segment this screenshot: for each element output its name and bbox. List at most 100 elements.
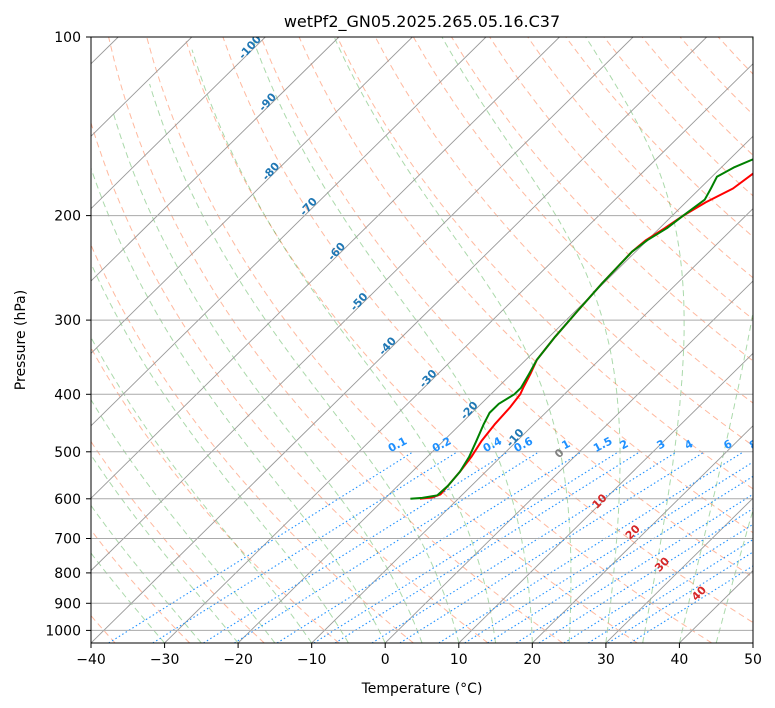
moist-adiabat-line [91, 454, 239, 643]
moist-adiabat-line [91, 262, 349, 643]
x-tick-label: −40 [76, 652, 106, 668]
isotherm-line [311, 207, 753, 643]
profile-lines [410, 158, 753, 500]
isotherm-label: -40 [376, 334, 399, 358]
isotherm-label: -60 [325, 240, 348, 264]
dry-adiabat-line [641, 37, 753, 156]
x-tick-label: 20 [523, 652, 541, 668]
isotherm-line [91, 37, 340, 282]
moist-adiabat-line [678, 37, 753, 643]
y-tick-label: 300 [54, 313, 81, 329]
isotherm-line [91, 37, 634, 572]
y-tick-label: 800 [54, 566, 81, 582]
dry-adiabat-line [91, 440, 265, 643]
x-tick-label: −20 [223, 652, 253, 668]
dry-adiabat-line [260, 37, 753, 578]
isotherm-line [91, 37, 487, 427]
line-labels: -100-90-80-70-60-50-40-30-20-100.1 0.2 0.4… [236, 37, 775, 604]
dry-adiabat-line [451, 37, 753, 362]
moist-adiabat-line [715, 508, 753, 643]
x-tick-label: 0 [381, 652, 390, 668]
mixing-ratio-label: 6 [721, 437, 734, 452]
pressure-gridlines [91, 37, 753, 631]
y-tick-label: 200 [54, 209, 81, 225]
isotherm-line [164, 63, 753, 643]
dry-adiabat-line [603, 37, 753, 197]
moist-adiabat-line [91, 336, 313, 643]
x-tick-label: 50 [744, 652, 762, 668]
y-tick-label: 700 [54, 532, 81, 548]
moist-adiabat-label: 40 [689, 583, 709, 603]
mixing-ratio-label: 8 [747, 437, 760, 452]
moist-adiabat-line [251, 37, 533, 643]
dry-adiabat-line [91, 243, 414, 643]
isotherm-label: -50 [348, 290, 371, 314]
moist-adiabat-label: 10 [590, 491, 610, 511]
moist-adiabat-line [91, 504, 202, 643]
isotherm-line [752, 642, 753, 643]
chart-title: wetPf2_GN05.2025.265.05.16.C37 [284, 12, 560, 32]
x-tick-label: 10 [450, 652, 468, 668]
mixing-ratio-line [515, 493, 753, 643]
dry-adiabat-line [527, 37, 753, 279]
x-tick-label: 30 [597, 652, 615, 668]
mixing-ratio-label: 10 [767, 435, 775, 454]
mixing-ratio-line [203, 451, 509, 643]
x-tick-label: −10 [297, 652, 327, 668]
isotherm-line [91, 37, 708, 643]
isotherm-line [91, 37, 413, 355]
moist-adiabat-line [91, 552, 165, 643]
isotherm-label: -20 [458, 399, 481, 423]
dry-adiabat-line [146, 37, 638, 643]
y-tick-label: 400 [54, 387, 81, 403]
mixing-ratio-label: 1 [560, 437, 573, 452]
moist-adiabat-line [113, 114, 423, 643]
x-axis-label: Temperature (°C) [361, 681, 483, 697]
isotherm-label: -30 [417, 367, 440, 391]
x-tick-label: 40 [670, 652, 688, 668]
y-axis-label: Pressure (hPa) [13, 290, 29, 390]
dry-adiabat-line [565, 37, 753, 238]
mixing-ratio-line [371, 451, 677, 643]
moist-adiabat-line [191, 49, 497, 643]
dry-adiabat-line [91, 346, 340, 643]
dewpoint-profile-line [410, 158, 753, 500]
axes: −40 −30 −20 −10 0 10 20 30 40 50 100 200 300 400 500 60… [45, 30, 762, 668]
dry-adiabat-line [108, 37, 563, 643]
moist-adiabat-line [91, 166, 386, 643]
isotherm-label: -90 [256, 90, 279, 114]
mixing-ratio-label: 4 [682, 437, 695, 452]
mixing-ratio-line [438, 451, 744, 643]
mixing-ratio-line [234, 451, 540, 643]
moist-adiabat-line [149, 83, 460, 643]
mixing-ratio-line [313, 451, 619, 643]
isotherm-line [91, 37, 560, 499]
dry-adiabat-line [679, 37, 753, 116]
isotherm-line [458, 352, 753, 643]
dry-adiabat-line [336, 37, 753, 490]
dry-adiabat-line [412, 37, 753, 404]
y-tick-label: 600 [54, 492, 81, 508]
x-tick-label: −30 [150, 652, 180, 668]
dry-adiabat-line [298, 37, 753, 534]
isotherm-line [605, 497, 753, 643]
moist-adiabat-line [333, 37, 572, 643]
isotherm-label: -80 [259, 159, 282, 183]
moist-adiabat-line [91, 398, 276, 643]
y-tick-label: 1000 [45, 623, 81, 639]
isotherm-line [531, 425, 753, 643]
plot-frame [90, 36, 754, 644]
dry-adiabat-line [222, 37, 753, 624]
dry-adiabat-line [91, 121, 489, 643]
dry-adiabat-line [184, 37, 713, 643]
moist-adiabat-line [585, 37, 685, 643]
dry-adiabat-line [374, 37, 753, 447]
y-tick-label: 900 [54, 596, 81, 612]
y-tick-label: 500 [54, 445, 81, 461]
dry-adiabat-line [489, 37, 753, 320]
dry-adiabat-line [756, 37, 775, 643]
temperature-profile-line [419, 172, 753, 500]
isotherm-line [384, 280, 753, 643]
mixing-ratio-line [487, 475, 753, 643]
